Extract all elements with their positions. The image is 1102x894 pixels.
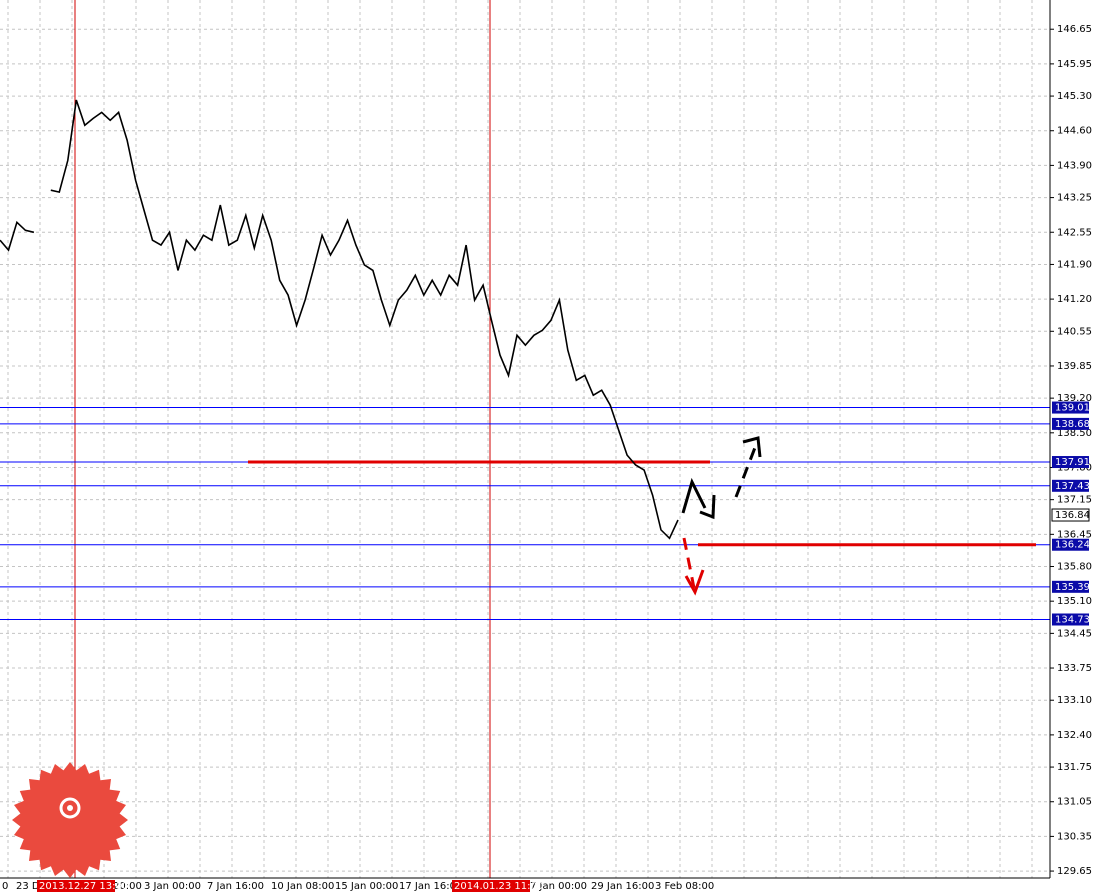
level-label: 136.24 xyxy=(1055,540,1090,551)
y-tick-label: 129.65 xyxy=(1057,866,1092,877)
arrow-head xyxy=(684,569,705,596)
level-label: 139.01 xyxy=(1055,403,1090,414)
forecast-path xyxy=(681,477,707,514)
arrow-head xyxy=(742,436,762,458)
forecast-arrows xyxy=(681,436,762,596)
y-tick-label: 140.55 xyxy=(1057,326,1092,337)
marker-label: 2014.01.23 11:00 xyxy=(454,881,543,892)
level-label-bg xyxy=(1052,580,1089,593)
level-label: 134.73 xyxy=(1055,615,1090,626)
marker-label-bg xyxy=(452,880,530,892)
y-tick-label: 141.90 xyxy=(1057,259,1092,270)
level-label-bg xyxy=(1052,613,1089,626)
price-label-bg xyxy=(1051,508,1090,522)
arrow-head xyxy=(699,494,716,520)
price-line xyxy=(0,99,679,540)
logo-icon xyxy=(59,797,81,819)
y-tick-label: 144.60 xyxy=(1057,126,1092,137)
y-tick-label: 135.80 xyxy=(1057,562,1092,573)
x-tick-label: 7 Jan 00:00 xyxy=(530,881,587,892)
y-tick-label: 146.65 xyxy=(1057,24,1092,35)
y-tick-label: 141.20 xyxy=(1057,294,1092,305)
level-label-bg xyxy=(1052,401,1089,414)
y-tick-label: 131.75 xyxy=(1057,762,1092,773)
x-tick-label: 0 xyxy=(2,881,8,892)
marker-label: 2013.12.27 13:00 xyxy=(39,881,128,892)
logo xyxy=(12,762,128,878)
logo-icon xyxy=(67,805,73,811)
y-tick-label: 132.40 xyxy=(1057,730,1092,741)
level-label-bg xyxy=(1052,456,1089,469)
x-tick-label: 10 Jan 08:00 xyxy=(271,881,334,892)
x-tick-label: 15 Jan 00:00 xyxy=(335,881,398,892)
level-label: 137.91 xyxy=(1055,457,1090,468)
x-tick-label: 23 D xyxy=(16,881,40,892)
level-label-bg xyxy=(1052,417,1089,430)
level-label: 135.39 xyxy=(1055,582,1090,593)
y-tick-label: 134.45 xyxy=(1057,628,1092,639)
level-label: 137.43 xyxy=(1055,481,1090,492)
x-tick-label: 17 Jan 16:00 xyxy=(399,881,462,892)
level-label: 138.68 xyxy=(1055,419,1090,430)
axis: 146.65 145.95 145.30 144.60 143.90 143.25 142.… xyxy=(2,24,1092,892)
x-tick-label: 7 Jan 16:00 xyxy=(207,881,264,892)
y-tick-label: 139.20 xyxy=(1057,393,1092,404)
y-tick-label: 133.75 xyxy=(1057,663,1092,674)
x-tick-label: 3 Feb 08:00 xyxy=(655,881,714,892)
level-label-bg xyxy=(1052,479,1089,492)
logo-badge xyxy=(12,762,128,878)
grid xyxy=(0,0,1050,878)
y-tick-label: 138.50 xyxy=(1057,428,1092,439)
y-tick-label: 139.85 xyxy=(1057,361,1092,372)
y-tick-label: 136.45 xyxy=(1057,529,1092,540)
price-label: 136.84 xyxy=(1055,510,1090,521)
forecast-path xyxy=(682,537,696,589)
x-tick-label: 3 Jan 00:00 xyxy=(144,881,201,892)
levels xyxy=(0,0,1050,878)
y-tick-label: 137.15 xyxy=(1057,495,1092,506)
y-tick-label: 133.10 xyxy=(1057,695,1092,706)
marker-label-bg xyxy=(37,880,115,892)
y-tick-label: 143.90 xyxy=(1057,160,1092,171)
y-tick-label: 145.95 xyxy=(1057,59,1092,70)
y-tick-label: 145.30 xyxy=(1057,91,1092,102)
forecast-path xyxy=(734,444,758,498)
y-tick-label: 131.05 xyxy=(1057,797,1092,808)
y-tick-label: 130.35 xyxy=(1057,831,1092,842)
y-tick-label: 142.55 xyxy=(1057,227,1092,238)
x-tick-label: 29 Jan 16:00 xyxy=(591,881,654,892)
y-tick-label: 135.10 xyxy=(1057,596,1092,607)
series xyxy=(0,99,679,540)
level-label-bg xyxy=(1052,538,1089,551)
x-tick-label: 20:00 xyxy=(113,881,142,892)
y-tick-label: 143.25 xyxy=(1057,193,1092,204)
